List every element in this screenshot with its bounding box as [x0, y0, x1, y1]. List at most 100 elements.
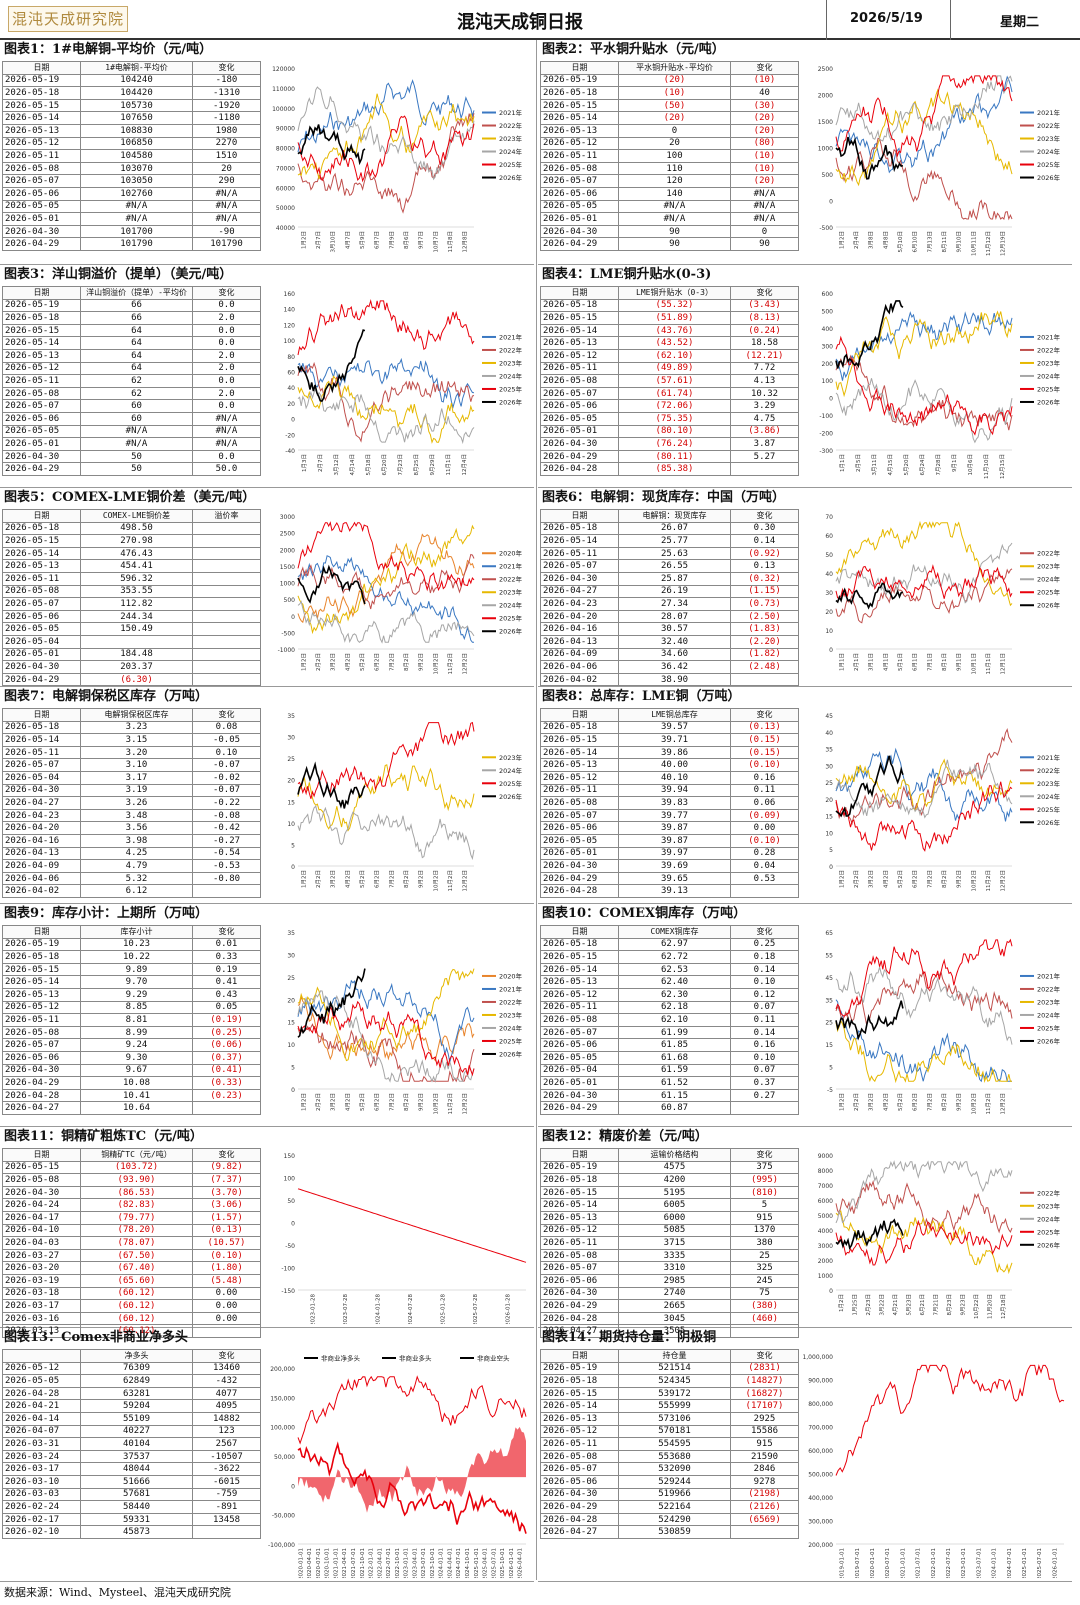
x-tick-label: 10月7日: [432, 231, 439, 253]
legend-label: 2023年: [1037, 997, 1061, 1006]
date-cell: 2026-02-17: [2, 1512, 81, 1527]
value-cell: 51666: [80, 1474, 193, 1489]
table-row: 2026-03-27 (67.50) (0.10): [2, 1248, 261, 1263]
value-cell: 60.87: [618, 1101, 731, 1115]
series-line: [297, 968, 366, 1038]
value-cell: 25.87: [618, 571, 731, 586]
value-cell: 34.60: [618, 647, 731, 662]
data-table: 日期 洋山铜溢价（提单）-平均价 变化 2026-05-19 66 0.0 2026-05-…: [2, 286, 261, 476]
table-row: 2026-05-19 10.23 0.01: [2, 937, 261, 952]
y-tick-label: 25: [287, 756, 295, 763]
series-line: [835, 136, 904, 180]
x-tick-label: 11月1日: [985, 653, 992, 675]
line-chart: 45 40 35 30 25 20 15 10 5 0 1月2日 2月2日 3月2日 4月2日 5月2日 6月…: [825, 713, 1061, 892]
change-cell: (14827): [730, 1374, 799, 1388]
x-tick-label: 2月2日: [853, 1093, 860, 1111]
value-cell: 3.15: [80, 733, 193, 747]
table-row: 2026-05-11 39.94 0.11: [540, 783, 799, 798]
x-tick-label: 1月3日: [301, 454, 308, 472]
legend-label: 2021年: [1037, 332, 1061, 341]
table-row: 2026-05-11 62.18 0.07: [540, 1000, 799, 1015]
y-tick-label: 40000: [276, 225, 295, 232]
data-table: 日期 COMEX铜库存 变化 2026-05-18 62.97 0.25 2026-05-1…: [540, 925, 799, 1115]
x-tick-label: 11月2日: [985, 870, 992, 892]
y-tick-label: -50: [285, 1243, 295, 1250]
x-tick-label: 11月20日: [987, 1294, 994, 1319]
date-cell: 2026-05-13: [540, 758, 619, 772]
y-tick-label: 20: [825, 797, 833, 804]
table-row: 2026-05-06 9.30 (0.37): [2, 1050, 261, 1065]
table-header-row: 日期 LME铜总库存 变化: [540, 708, 799, 722]
legend-label: 2022年: [1037, 549, 1061, 558]
series-line: [835, 1364, 1065, 1476]
y-tick-label: -200: [819, 431, 833, 438]
table-row: 2026-03-10 51666 -6015: [2, 1474, 261, 1489]
change-cell: (0.37): [192, 1050, 261, 1065]
value-cell: 3.98: [80, 833, 193, 848]
table-row: 2026-05-07 26.55 0.13: [540, 559, 799, 573]
date-cell: 2026-05-01: [2, 212, 81, 226]
change-cell: 0.07: [730, 1000, 799, 1015]
change-cell: 0.27: [730, 1088, 799, 1103]
x-tick-label: 2023-01-01: [404, 1548, 410, 1578]
date-cell: 2026-05-11: [2, 745, 81, 760]
table-row: 2026-04-02 38.90: [540, 672, 799, 687]
date-cell: 2026-05-07: [540, 1462, 619, 1476]
change-cell: 0.25: [730, 937, 799, 952]
y-tick-label: 10: [287, 1042, 295, 1049]
legend-label: 2021年: [1037, 753, 1061, 762]
change-cell: (2831): [730, 1361, 799, 1376]
table-header-row: 日期 持仓量 变化: [540, 1349, 799, 1363]
series-line: [297, 1023, 475, 1083]
table-row: 2026-05-07 3310 325: [540, 1261, 799, 1275]
x-tick-label: 1月2日: [838, 231, 845, 249]
date-cell: 2026-05-18: [2, 950, 81, 964]
change-cell: [730, 672, 799, 687]
table-row: 2026-04-29 10.08 (0.33): [2, 1076, 261, 1090]
data-table: 日期 运输价格结构 变化 2026-05-19 4575 375 2026-05-18 420…: [540, 1148, 799, 1338]
x-tick-label: 1月2日: [300, 653, 307, 671]
table-row: 2026-04-06 5.32 -0.80: [2, 871, 261, 886]
date-cell: 2026-05-11: [2, 1013, 81, 1027]
table-row: 2026-05-06 102760 #N/A: [2, 186, 261, 201]
x-tick-label: 2021-10-01: [360, 1548, 366, 1578]
x-tick-label: 5月2日: [897, 1093, 904, 1111]
x-tick-label: 9月23日: [960, 1294, 967, 1316]
value-cell: 9.29: [80, 987, 193, 1002]
column-header: 日期: [2, 286, 81, 300]
table-row: 2026-05-08 103070 20: [2, 161, 261, 176]
date-cell: 2026-04-02: [2, 884, 81, 898]
report-weekday: 星期二: [1000, 15, 1040, 30]
table-row: 2026-05-13 454.41: [2, 559, 261, 573]
value-cell: 498.50: [80, 521, 193, 536]
panel-title: 图表2：平水铜升贴水（元/吨）: [542, 42, 725, 57]
table-row: 2026-04-30 3.19 -0.07: [2, 783, 261, 798]
x-tick-label: 1月2日: [838, 870, 845, 888]
column-header: 变化: [192, 708, 261, 722]
table-row: 2026-05-18 (10) 40: [540, 86, 799, 100]
legend-label: 2023年: [499, 753, 523, 762]
change-cell: 13460: [192, 1361, 261, 1376]
x-tick-label: 10月22日: [973, 1294, 980, 1319]
value-cell: 10.64: [80, 1101, 193, 1115]
date-cell: 2026-04-06: [2, 871, 81, 886]
x-tick-label: 3月22日: [878, 1294, 885, 1316]
date-cell: 2026-05-12: [540, 136, 619, 151]
series-line: [835, 1210, 1013, 1275]
y-tick-label: 200,000: [270, 1366, 295, 1373]
date-cell: 2026-05-11: [2, 571, 81, 586]
table-row: 2026-04-28 3045 (460): [540, 1311, 799, 1326]
change-cell: (3.06): [192, 1198, 261, 1212]
table-row: 2026-04-30 2740 75: [540, 1286, 799, 1301]
change-cell: (0.10): [730, 758, 799, 772]
value-cell: 64: [80, 336, 193, 350]
series-line: [835, 75, 1013, 174]
x-tick-label: 4月7日: [344, 231, 351, 249]
table-row: 2026-05-12 64 2.0: [2, 361, 261, 376]
table-row: 2026-05-07 61.99 0.14: [540, 1025, 799, 1040]
x-tick-label: 2023-07-01: [421, 1548, 427, 1578]
y-tick-label: 100000: [272, 106, 295, 113]
series-line: [297, 761, 366, 809]
date-cell: 2026-05-18: [540, 1173, 619, 1187]
y-tick-label: -1000: [278, 647, 296, 654]
